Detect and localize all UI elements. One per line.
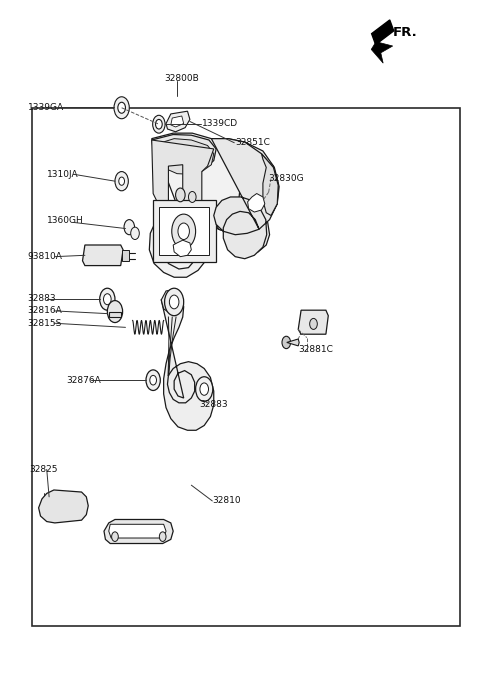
Circle shape xyxy=(119,177,124,185)
Text: 32815S: 32815S xyxy=(28,319,62,328)
Polygon shape xyxy=(298,310,328,334)
Circle shape xyxy=(282,336,290,349)
Text: 32825: 32825 xyxy=(29,465,58,474)
Circle shape xyxy=(146,370,160,391)
Circle shape xyxy=(150,376,156,385)
Circle shape xyxy=(178,223,190,240)
Circle shape xyxy=(112,532,118,542)
Text: 32810: 32810 xyxy=(212,497,241,506)
Circle shape xyxy=(131,227,139,240)
Text: 32816A: 32816A xyxy=(28,307,62,316)
Text: 32883: 32883 xyxy=(199,400,228,409)
Circle shape xyxy=(153,115,165,133)
Text: 32800B: 32800B xyxy=(165,74,199,83)
Text: 1339CD: 1339CD xyxy=(202,119,238,128)
Circle shape xyxy=(189,192,196,203)
Circle shape xyxy=(196,377,213,402)
Polygon shape xyxy=(156,138,214,174)
Circle shape xyxy=(108,300,122,322)
Polygon shape xyxy=(109,311,120,317)
Polygon shape xyxy=(152,134,216,172)
Bar xyxy=(33,107,459,626)
Polygon shape xyxy=(215,142,279,254)
Polygon shape xyxy=(83,245,123,265)
Text: 1360GH: 1360GH xyxy=(47,216,84,225)
Text: FR.: FR. xyxy=(393,25,418,39)
Circle shape xyxy=(169,295,179,309)
Polygon shape xyxy=(161,293,214,430)
Polygon shape xyxy=(173,240,192,257)
Circle shape xyxy=(104,294,111,305)
Polygon shape xyxy=(166,111,190,132)
Text: 32881C: 32881C xyxy=(298,345,333,354)
Circle shape xyxy=(118,102,125,113)
Circle shape xyxy=(115,172,128,191)
Polygon shape xyxy=(104,520,173,544)
Polygon shape xyxy=(161,289,182,313)
Text: 93810A: 93810A xyxy=(28,252,62,261)
Polygon shape xyxy=(287,339,299,346)
Polygon shape xyxy=(38,490,88,523)
Polygon shape xyxy=(149,133,278,277)
Text: 32876A: 32876A xyxy=(66,376,101,384)
Circle shape xyxy=(310,318,317,329)
Text: 32883: 32883 xyxy=(28,294,56,303)
Polygon shape xyxy=(171,116,184,127)
Text: 1310JA: 1310JA xyxy=(47,169,78,179)
Polygon shape xyxy=(121,250,129,260)
Polygon shape xyxy=(159,207,209,256)
Polygon shape xyxy=(153,200,216,262)
Circle shape xyxy=(114,96,129,119)
Circle shape xyxy=(156,119,162,129)
Text: 32851C: 32851C xyxy=(235,138,270,147)
Circle shape xyxy=(165,288,184,316)
Polygon shape xyxy=(371,30,393,63)
Circle shape xyxy=(100,288,115,310)
Polygon shape xyxy=(109,524,166,538)
Text: 32830G: 32830G xyxy=(269,174,304,183)
Polygon shape xyxy=(248,194,265,212)
Circle shape xyxy=(124,220,134,235)
Polygon shape xyxy=(211,138,278,259)
FancyArrow shape xyxy=(372,20,394,45)
Text: 1339GA: 1339GA xyxy=(28,103,64,112)
Circle shape xyxy=(159,532,166,542)
Circle shape xyxy=(200,383,208,395)
Polygon shape xyxy=(152,140,214,216)
Circle shape xyxy=(172,214,196,249)
Polygon shape xyxy=(262,154,278,216)
Circle shape xyxy=(176,188,185,202)
